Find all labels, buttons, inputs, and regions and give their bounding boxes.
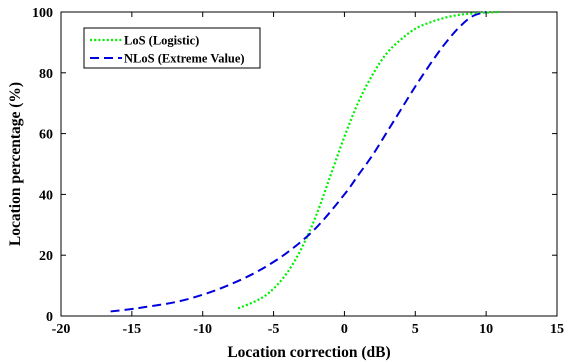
x-tick-label: -5 <box>268 322 280 337</box>
x-tick-label: 0 <box>341 322 348 337</box>
series-layer <box>110 10 501 313</box>
legend-label: NLoS (Extreme Value) <box>124 52 245 66</box>
y-tick-label: 80 <box>39 67 53 82</box>
series-line-los <box>237 10 501 310</box>
x-tick-label: 15 <box>550 322 564 337</box>
x-tick-label: -10 <box>193 322 212 337</box>
legend-box <box>83 27 261 69</box>
legend-label: LoS (Logistic) <box>124 34 199 48</box>
legend: LoS (Logistic) NLoS (Extreme Value) <box>83 27 261 69</box>
y-tick-label: 0 <box>46 310 53 325</box>
y-axis-ticks: 0 20 40 60 80 100 <box>32 6 557 325</box>
y-tick-label: 20 <box>39 249 53 264</box>
x-axis-label: Location correction (dB) <box>227 344 390 361</box>
x-axis-ticks: -20 -15 -10 -5 0 5 10 15 <box>52 12 564 337</box>
y-tick-label: 40 <box>39 188 53 203</box>
x-tick-label: 10 <box>479 322 493 337</box>
x-tick-label: -15 <box>123 322 142 337</box>
y-axis-label: Location percentage (%) <box>7 82 24 246</box>
y-tick-label: 60 <box>39 128 53 143</box>
y-tick-label: 100 <box>32 6 53 21</box>
series-line-nlos <box>110 11 487 313</box>
x-tick-label: -20 <box>52 322 71 337</box>
x-tick-label: 5 <box>412 322 419 337</box>
